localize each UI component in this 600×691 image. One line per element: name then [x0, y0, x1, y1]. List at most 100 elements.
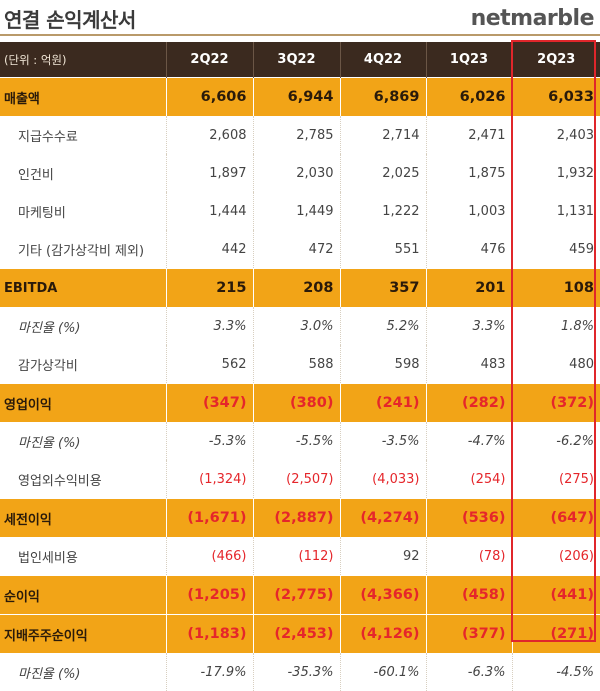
- table-cell: 6,026: [426, 78, 512, 117]
- page-header: 연결 손익계산서 netmarble: [0, 0, 600, 38]
- table-cell: 1,131: [512, 192, 600, 230]
- row-label: 지급수수료: [0, 116, 166, 154]
- table-cell: 562: [166, 345, 253, 384]
- table-cell: 1.8%: [512, 307, 600, 345]
- table-cell: (1,183): [166, 615, 253, 654]
- table-cell: 6,606: [166, 78, 253, 117]
- row-label: 마케팅비: [0, 192, 166, 230]
- table-cell: 2,025: [340, 154, 426, 192]
- table-row: 법인세비용(466)(112)92(78)(206): [0, 537, 600, 576]
- table-cell: (347): [166, 384, 253, 423]
- table-cell: 588: [253, 345, 340, 384]
- table-cell: (441): [512, 576, 600, 615]
- row-label: 영업외수익비용: [0, 460, 166, 499]
- table-cell: 598: [340, 345, 426, 384]
- table-row: 마진율 (%)3.3%3.0%5.2%3.3%1.8%: [0, 307, 600, 345]
- table-cell: 2,608: [166, 116, 253, 154]
- row-label: 매출액: [0, 78, 166, 117]
- row-label: 인건비: [0, 154, 166, 192]
- table-cell: -60.1%: [340, 653, 426, 691]
- table-cell: 1,875: [426, 154, 512, 192]
- table-header-row: (단위 : 억원) 2Q22 3Q22 4Q22 1Q23 2Q23: [0, 42, 600, 78]
- table-cell: (282): [426, 384, 512, 423]
- table-cell: (275): [512, 460, 600, 499]
- column-header: 2Q23: [512, 42, 600, 78]
- row-label: 영업이익: [0, 384, 166, 423]
- table-cell: (1,671): [166, 499, 253, 538]
- table-cell: 6,033: [512, 78, 600, 117]
- table-cell: (4,366): [340, 576, 426, 615]
- column-header: 1Q23: [426, 42, 512, 78]
- table-cell: (4,274): [340, 499, 426, 538]
- table-cell: 5.2%: [340, 307, 426, 345]
- table-cell: 1,003: [426, 192, 512, 230]
- table-cell: 3.0%: [253, 307, 340, 345]
- table-cell: 357: [340, 269, 426, 308]
- table-cell: -6.3%: [426, 653, 512, 691]
- table-cell: -35.3%: [253, 653, 340, 691]
- table-cell: 476: [426, 230, 512, 269]
- table-row: 순이익(1,205)(2,775)(4,366)(458)(441): [0, 576, 600, 615]
- table-cell: (78): [426, 537, 512, 576]
- table-row: 마진율 (%)-5.3%-5.5%-3.5%-4.7%-6.2%: [0, 422, 600, 460]
- table-cell: (241): [340, 384, 426, 423]
- table-cell: -5.5%: [253, 422, 340, 460]
- table-cell: (2,887): [253, 499, 340, 538]
- header-divider: [0, 34, 600, 36]
- table-cell: (1,205): [166, 576, 253, 615]
- table-cell: (4,033): [340, 460, 426, 499]
- table-cell: (536): [426, 499, 512, 538]
- row-label: 기타 (감가상각비 제외): [0, 230, 166, 269]
- table-cell: 1,932: [512, 154, 600, 192]
- table-cell: (380): [253, 384, 340, 423]
- table-cell: 1,449: [253, 192, 340, 230]
- table-cell: (372): [512, 384, 600, 423]
- table-cell: 92: [340, 537, 426, 576]
- table-cell: (2,453): [253, 615, 340, 654]
- table-cell: -5.3%: [166, 422, 253, 460]
- row-label: 지배주주순이익: [0, 615, 166, 654]
- row-label: 법인세비용: [0, 537, 166, 576]
- table-cell: -4.5%: [512, 653, 600, 691]
- table-cell: (4,126): [340, 615, 426, 654]
- table-cell: 201: [426, 269, 512, 308]
- table-cell: 3.3%: [166, 307, 253, 345]
- table-cell: (112): [253, 537, 340, 576]
- table-row: 영업외수익비용(1,324)(2,507)(4,033)(254)(275): [0, 460, 600, 499]
- table-cell: (271): [512, 615, 600, 654]
- table-cell: 208: [253, 269, 340, 308]
- row-label: 마진율 (%): [0, 653, 166, 691]
- column-header: 3Q22: [253, 42, 340, 78]
- table-cell: (254): [426, 460, 512, 499]
- table-cell: 3.3%: [426, 307, 512, 345]
- table-cell: (206): [512, 537, 600, 576]
- table-cell: 108: [512, 269, 600, 308]
- table-cell: 1,897: [166, 154, 253, 192]
- column-header: 4Q22: [340, 42, 426, 78]
- table-row: 영업이익(347)(380)(241)(282)(372): [0, 384, 600, 423]
- table-cell: 551: [340, 230, 426, 269]
- table-cell: 442: [166, 230, 253, 269]
- table-cell: (466): [166, 537, 253, 576]
- table-row: 세전이익(1,671)(2,887)(4,274)(536)(647): [0, 499, 600, 538]
- table-cell: (647): [512, 499, 600, 538]
- table-cell: (2,775): [253, 576, 340, 615]
- table-cell: -6.2%: [512, 422, 600, 460]
- row-label: 순이익: [0, 576, 166, 615]
- table-cell: 2,714: [340, 116, 426, 154]
- table-cell: 2,030: [253, 154, 340, 192]
- table-cell: 472: [253, 230, 340, 269]
- table-cell: 480: [512, 345, 600, 384]
- table-cell: (2,507): [253, 460, 340, 499]
- table-cell: 2,785: [253, 116, 340, 154]
- table-cell: (377): [426, 615, 512, 654]
